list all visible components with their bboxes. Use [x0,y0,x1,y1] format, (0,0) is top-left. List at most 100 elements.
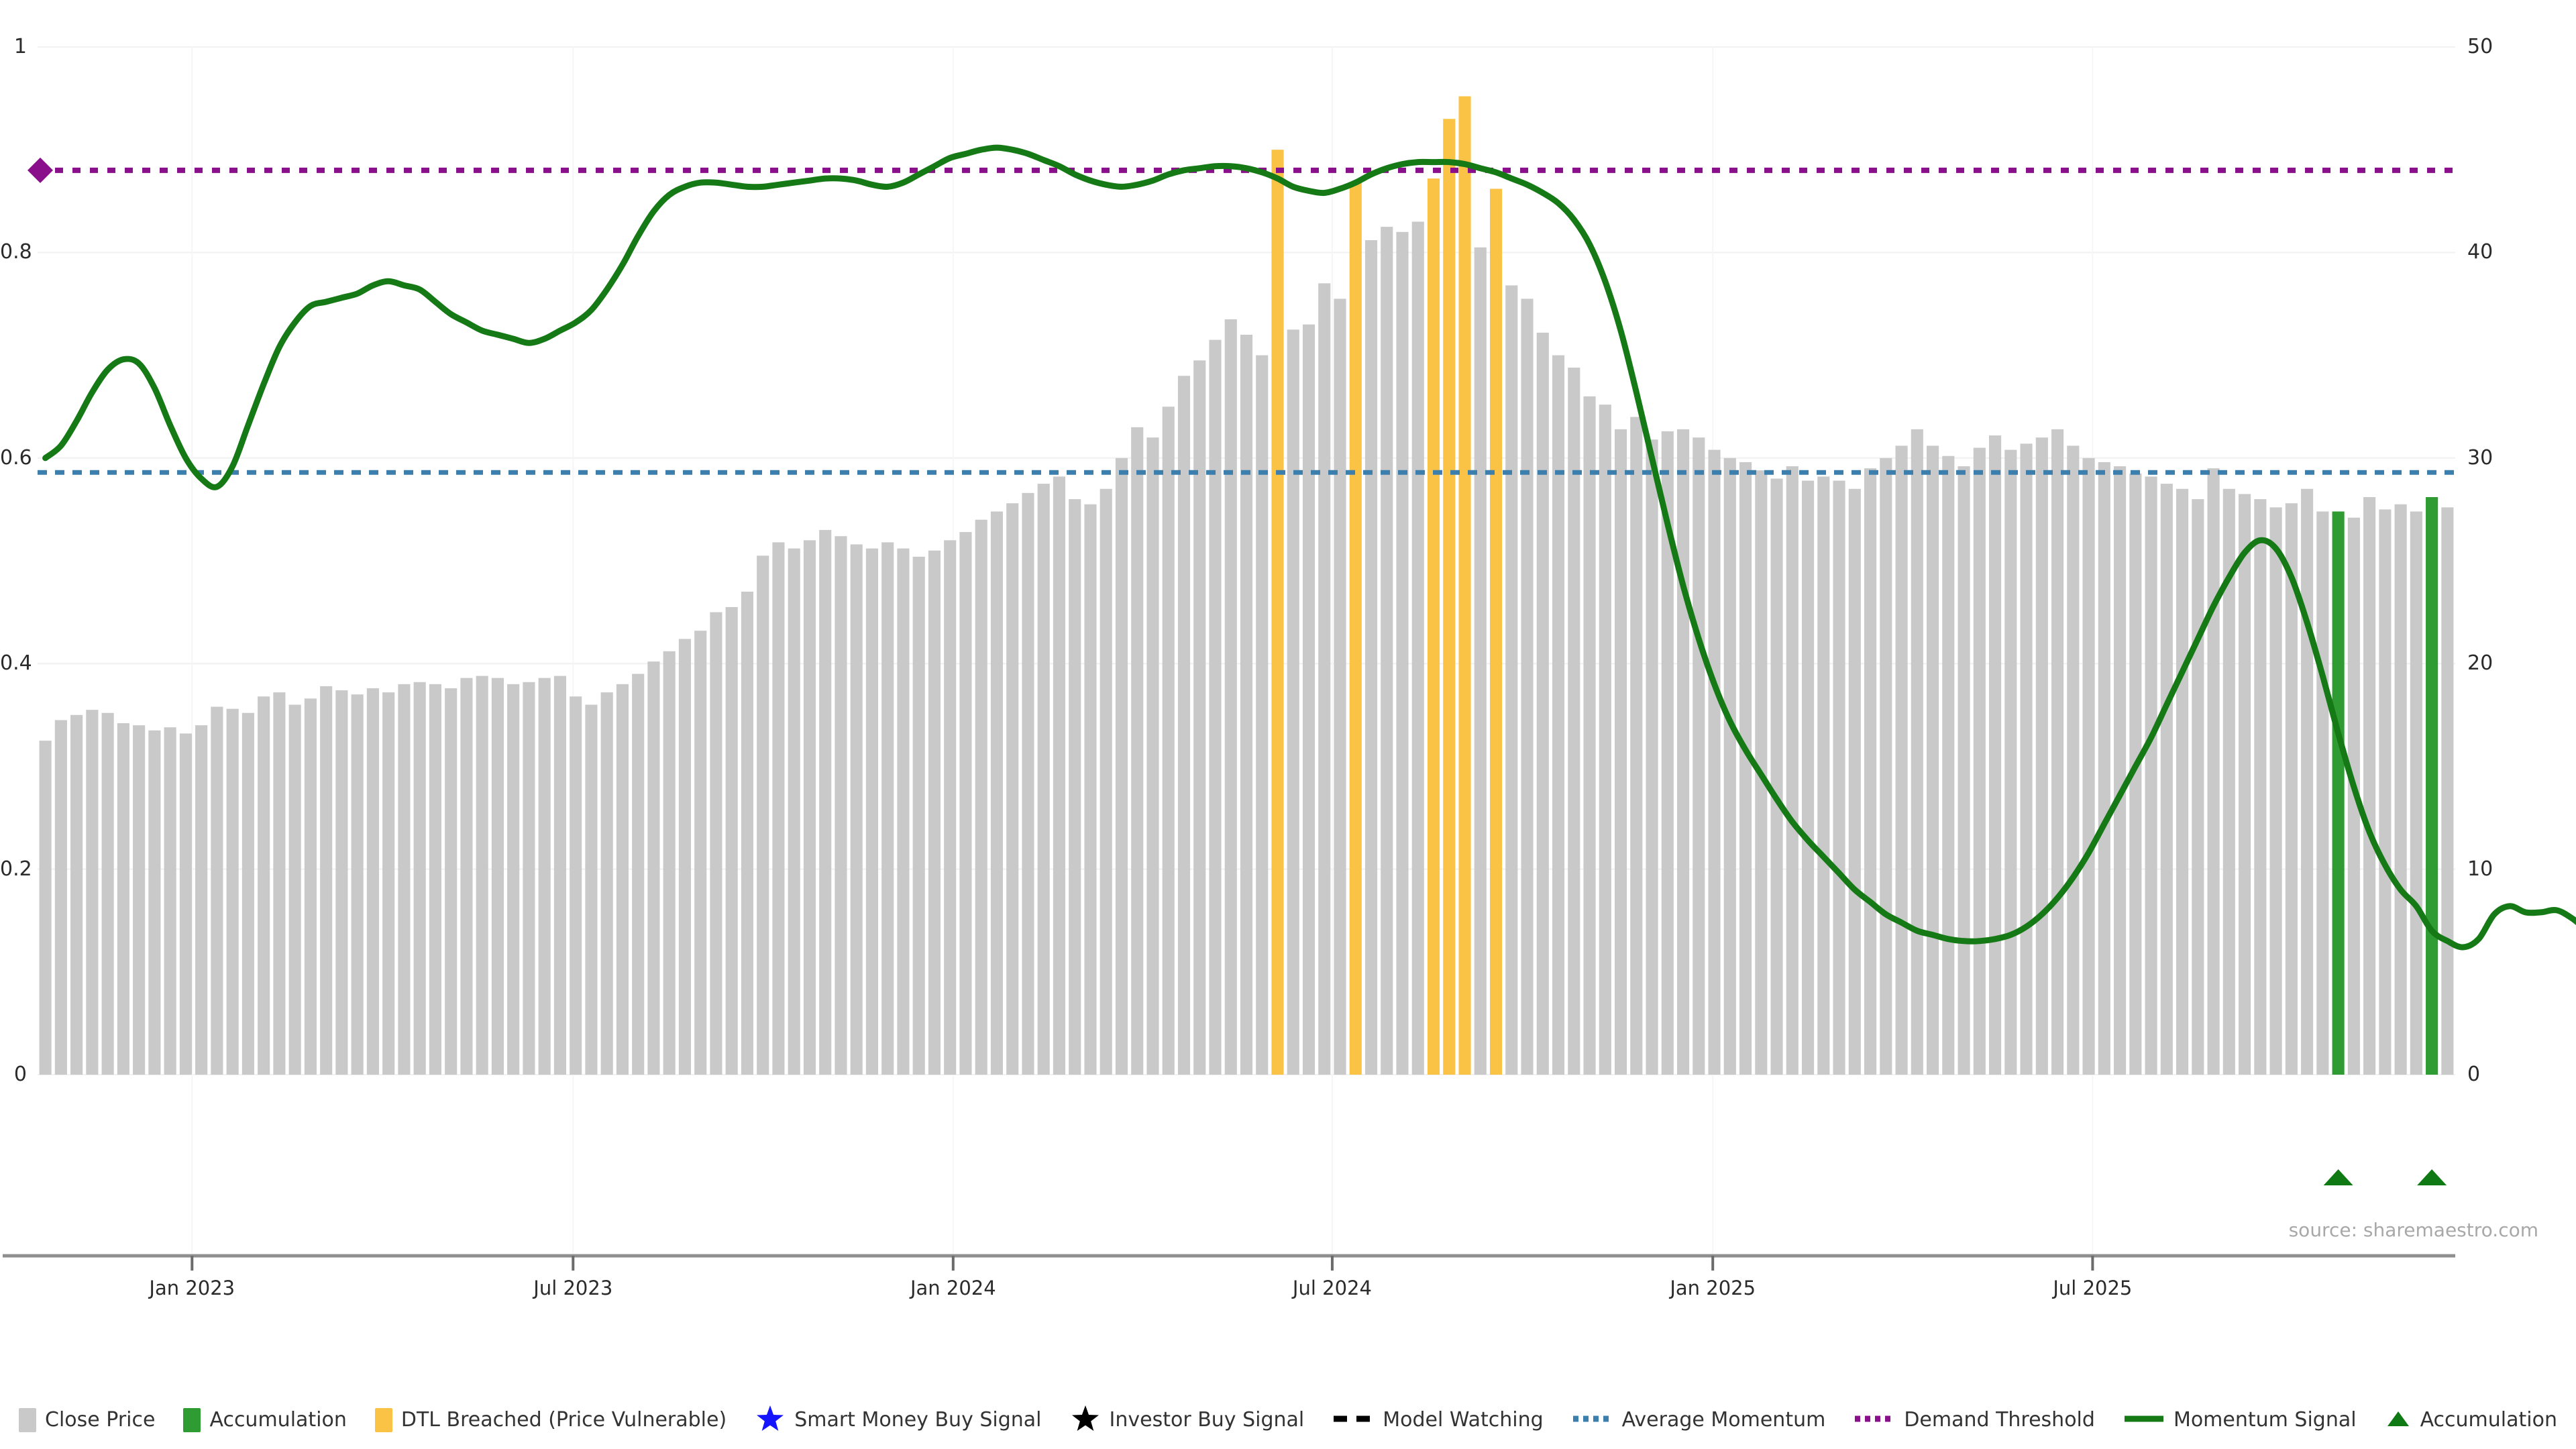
bar-close-price [632,674,645,1075]
legend-item-label: Accumulation [2420,1408,2557,1432]
bar-close-price [1880,458,1892,1075]
bar-close-price [1957,466,1970,1075]
bar-close-price [1364,240,1378,1075]
legend-item-label: Accumulation [209,1408,347,1432]
bar-close-price [1989,435,2002,1075]
bar-close-price [2239,494,2251,1075]
legend-item[interactable]: Model Watching [1332,1410,1544,1430]
orange-square-icon [374,1408,392,1432]
bar-close-price [1006,503,1019,1075]
bar-close-price [1193,360,1206,1075]
y-axis-left-tick-label: 0.6 [0,445,32,470]
bar-dtl-breached [1489,189,1503,1075]
y-axis-right-tick-label: 40 [2467,240,2493,264]
bar-close-price [1568,367,1580,1075]
bar-close-price [211,706,223,1075]
bar-close-price [1630,417,1643,1075]
bar-dtl-breached [1349,182,1362,1075]
legend-item[interactable]: Demand Threshold [1854,1410,2095,1430]
bar-close-price [258,696,270,1075]
bar-dtl-breached [1458,96,1471,1075]
legend-item[interactable]: Close Price [19,1408,155,1432]
bar-close-price [1708,449,1721,1075]
bar-close-price [1661,431,1674,1075]
legend-item[interactable]: Accumulation [183,1408,347,1432]
bar-close-price [133,725,146,1075]
bar-close-price [990,511,1004,1075]
momentum-signal-line [42,144,2576,951]
legend-item[interactable]: Average Momentum [1572,1410,1825,1430]
bar-close-price [1037,484,1050,1075]
bar-close-price [975,519,987,1075]
green-triangle-icon [2385,1407,2412,1433]
bar-close-price [1146,437,1159,1075]
bar-close-price [241,712,254,1075]
y-axis-left-tick-label: 0.2 [0,857,32,881]
bar-close-price [553,676,566,1075]
bar-close-price [2020,443,2033,1075]
bar-close-price [1209,339,1222,1075]
legend-item[interactable]: Smart Money Buy Signal [755,1403,1042,1437]
bar-close-price [2098,462,2110,1075]
x-axis-tick-label: Jan 2023 [149,1277,235,1299]
demand-threshold-diamond-icon [28,157,53,183]
bar-close-price [2082,458,2095,1075]
bar-close-price [1115,458,1128,1075]
bar-close-price [2410,511,2422,1075]
bar-close-price [226,708,239,1075]
bar-close-price [1302,324,1316,1075]
bar-close-price [445,688,458,1075]
green-square-icon [183,1408,201,1432]
bar-close-price [1536,332,1549,1075]
source-note: source: sharemaestro.com [2288,1219,2538,1241]
bar-close-price [616,684,629,1075]
legend-item-label: Investor Buy Signal [1109,1408,1305,1432]
accumulation-triangle-icon [2323,1169,2353,1185]
bar-close-price [2145,476,2157,1075]
legend-item[interactable]: DTL Breached (Price Vulnerable) [374,1408,727,1432]
bar-close-price [288,704,301,1075]
bar-close-price [1053,476,1066,1075]
bar-close-price [398,684,411,1075]
bar-close-price [2160,484,2173,1075]
bar-close-price [413,682,426,1075]
bar-close-price [1521,299,1534,1075]
bar-close-price [678,639,692,1075]
bar-close-price [1599,405,1611,1075]
bar-close-price [1396,231,1409,1075]
bar-close-price [101,712,114,1075]
bar-close-price [523,682,535,1075]
chart-legend: Close Price Accumulation DTL Breached (Pri… [0,1403,2576,1437]
bar-close-price [1676,429,1690,1075]
dotted-line-icon [1854,1412,1895,1428]
bar-close-price [148,730,161,1075]
legend-item-label: Momentum Signal [2173,1408,2357,1432]
y-axis-left-tick-label: 1 [13,35,27,58]
black-star-icon [1070,1403,1101,1437]
bar-accumulation [2426,497,2438,1075]
blue-star-icon [755,1403,786,1437]
bar-close-price [1693,437,1705,1075]
bar-close-price [1224,319,1237,1075]
bar-close-price [2176,488,2189,1075]
bar-close-price [164,727,176,1075]
bar-close-price [1770,478,1783,1075]
bar-close-price [304,698,317,1075]
bar-close-price [1131,427,1144,1075]
solid-line-icon [2123,1412,2165,1428]
bar-close-price [2114,466,2127,1075]
bar-close-price [1973,447,1986,1075]
bar-close-price [757,555,769,1075]
legend-item[interactable]: Accumulation [2385,1407,2557,1433]
legend-item[interactable]: Investor Buy Signal [1070,1403,1305,1437]
y-axis-right-tick-label: 50 [2467,35,2493,58]
bar-close-price [2222,488,2235,1075]
bar-close-price [725,606,738,1075]
bar-close-price [803,540,816,1075]
bar-dtl-breached [1443,119,1456,1075]
bar-close-price [1334,299,1346,1075]
legend-item[interactable]: Momentum Signal [2123,1410,2357,1430]
bar-close-price [2379,509,2392,1075]
bar-close-price [647,661,660,1075]
gray-square-icon [19,1408,36,1432]
